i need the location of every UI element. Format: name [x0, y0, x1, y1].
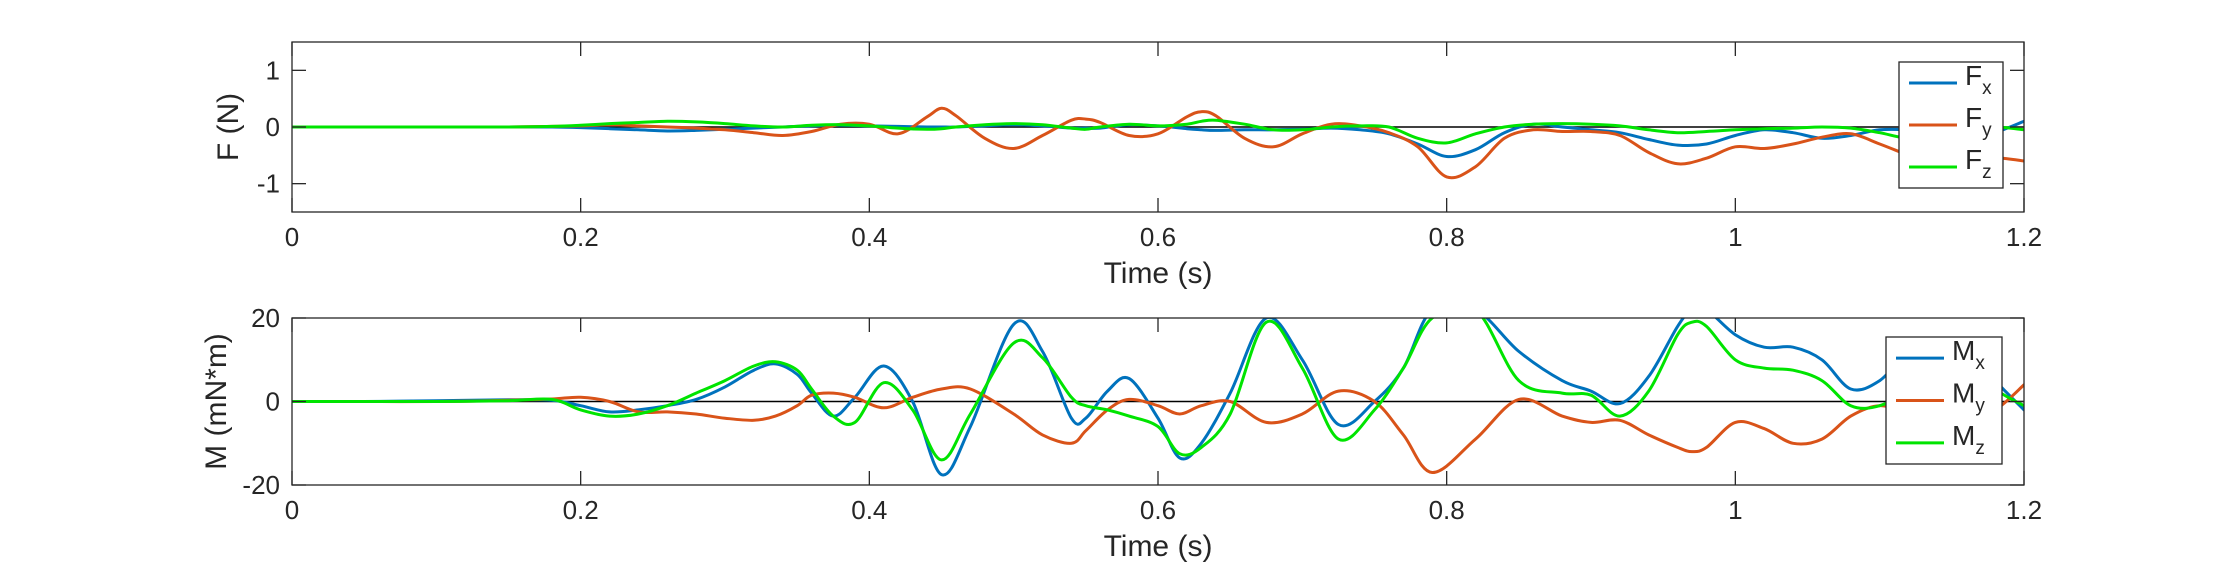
- moment-x-tick-label: 0.2: [563, 495, 599, 525]
- force-y-axis-label: F (N): [212, 93, 245, 161]
- force-series-line-y: [292, 106, 2024, 180]
- force-x-tick-label: 0.6: [1140, 222, 1176, 252]
- moment-y-tick-label: 0: [266, 387, 280, 417]
- moment-series-group: [292, 318, 2024, 477]
- moment-x-axis-label: Time (s): [1104, 530, 1213, 563]
- moment-legend-label-y: My: [1952, 378, 1985, 417]
- moment-legend-label-x: Mx: [1952, 335, 1985, 374]
- force-legend-label-x: Fx: [1965, 60, 1992, 99]
- force-x-axis-label: Time (s): [1104, 257, 1213, 290]
- moment-x-tick-label: 0: [285, 495, 299, 525]
- moment-y-tick-label: 20: [251, 303, 280, 333]
- force-x-tick-label: 0.2: [563, 222, 599, 252]
- moment-y-axis-label: M (mN*m): [200, 333, 233, 470]
- moment-legend-label-z: Mz: [1952, 420, 1985, 459]
- force-legend-label-z: Fz: [1965, 144, 1992, 183]
- moment-series-line-x: [292, 318, 2024, 477]
- moment-x-tick-label: 0.4: [851, 495, 887, 525]
- force-series-group: [292, 106, 2024, 180]
- force-x-tick-label: 0: [285, 222, 299, 252]
- moment-x-tick-label: 0.6: [1140, 495, 1176, 525]
- moment-series-line-y: [292, 383, 2024, 474]
- force-x-tick-label: 1.2: [2006, 222, 2042, 252]
- force-y-tick-label: 1: [266, 55, 280, 85]
- force-legend-label-y: Fy: [1965, 102, 1992, 141]
- moment-y-tick-label: -20: [242, 470, 280, 500]
- force-y-tick-label: 0: [266, 112, 280, 142]
- force-x-tick-label: 1: [1728, 222, 1742, 252]
- force-x-tick-label: 0.8: [1429, 222, 1465, 252]
- moment-x-tick-label: 1.2: [2006, 495, 2042, 525]
- force-x-tick-label: 0.4: [851, 222, 887, 252]
- moment-x-tick-label: 0.8: [1429, 495, 1465, 525]
- force-y-tick-label: -1: [257, 169, 280, 199]
- moment-x-tick-label: 1: [1728, 495, 1742, 525]
- force-series-line-z: [292, 118, 2024, 145]
- moment-series-line-z: [292, 318, 2024, 462]
